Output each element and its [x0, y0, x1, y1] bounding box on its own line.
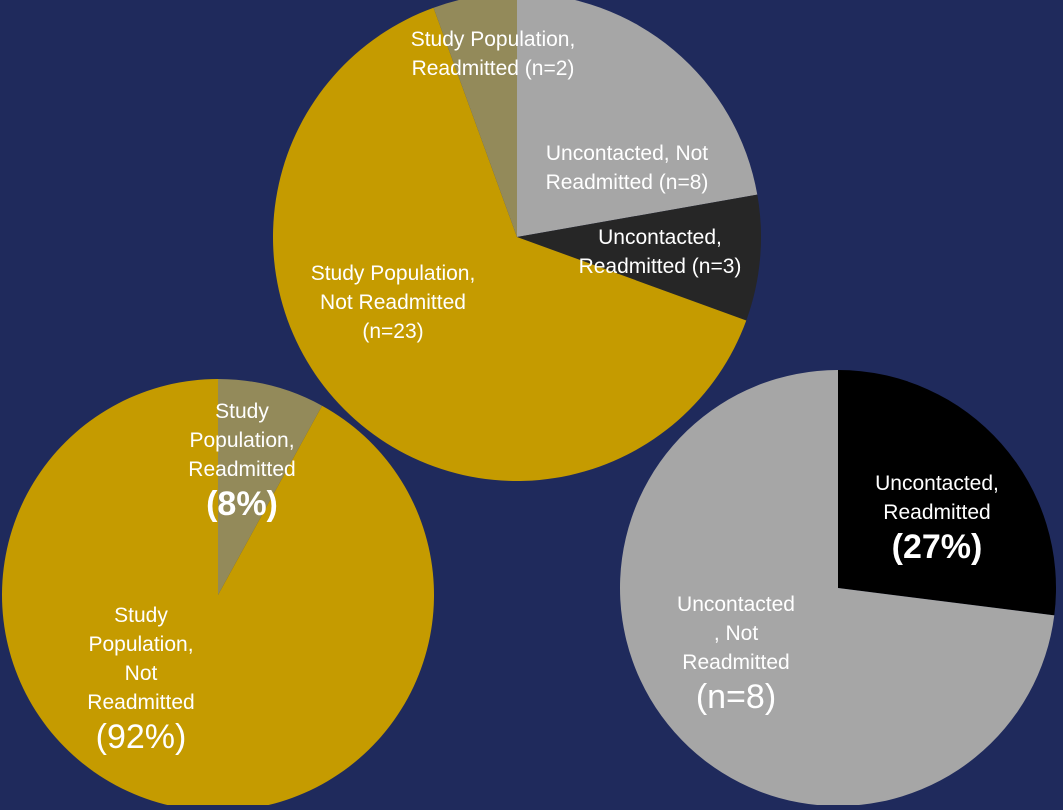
slice-value-label-uncontacted-readmitted: (27%): [892, 528, 983, 566]
slice-label-uncontacted-readmitted-n-3-line-1: Readmitted (n=3): [579, 255, 742, 278]
slice-label-uncontacted-not-readmitted-line-1: , Not: [714, 622, 759, 645]
slice-label-study-population-readmitted-n-2-line-1: Readmitted (n=2): [412, 57, 575, 80]
pie-slice-study-population-not-readmitted-n-23: [272, 7, 747, 481]
slice-label-study-population-not-readmitted-n-23-line-0: Study Population,: [311, 262, 476, 285]
slice-label-study-population-readmitted-line-0: Study: [215, 400, 269, 423]
slice-label-uncontacted-readmitted-line-1: Readmitted: [883, 501, 990, 524]
slice-label-study-population-not-readmitted-line-2: Not: [125, 662, 158, 685]
slice-label-uncontacted-readmitted-line-0: Uncontacted,: [875, 472, 999, 495]
slice-label-study-population-not-readmitted-n-23-line-2: (n=23): [362, 320, 423, 343]
slice-label-study-population-not-readmitted-line-3: Readmitted: [87, 691, 194, 714]
pie-slice-uncontacted-not-readmitted-n-8: [517, 0, 758, 237]
slice-label-study-population-not-readmitted-line-0: Study: [114, 604, 168, 627]
slice-label-study-population-not-readmitted-line-1: Population,: [88, 633, 193, 656]
pie-slice-study-population-readmitted-n-2: [433, 0, 517, 237]
slice-label-uncontacted-not-readmitted-n-8-line-0: Uncontacted, Not: [546, 142, 708, 165]
slice-label-study-population-readmitted-line-2: Readmitted: [188, 458, 295, 481]
pie-slice-study-population-not-readmitted: [2, 379, 434, 810]
slice-label-uncontacted-not-readmitted-line-2: Readmitted: [682, 651, 789, 674]
pie-slice-uncontacted-readmitted-n-3: [517, 194, 761, 321]
pie-chart-bottom-right: Uncontacted, Readmitted (27%) Uncontacted , …: [619, 370, 1056, 806]
slice-value-label-uncontacted-not-readmitted: (n=8): [696, 678, 776, 716]
slice-label-study-population-readmitted-n-2-line-0: Study Population,: [411, 28, 576, 51]
slice-value-label-study-population-readmitted: (8%): [206, 485, 278, 523]
slice-label-study-population-readmitted-line-1: Population,: [189, 429, 294, 452]
slice-label-uncontacted-not-readmitted-line-0: Uncontacted: [677, 593, 795, 616]
pie-chart-bottom-left: Study Population, Readmitted (8%) Study Popul…: [2, 379, 434, 810]
slice-label-study-population-not-readmitted-n-23-line-1: Not Readmitted: [320, 291, 466, 314]
pie-slice-uncontacted-not-readmitted: [619, 370, 1055, 806]
slice-value-label-study-population-not-readmitted: (92%): [96, 718, 187, 756]
pie-chart-top: Uncontacted, Not Readmitted (n=8) Uncontac…: [272, 0, 761, 481]
pie-slice-study-population-readmitted: [218, 379, 323, 595]
slice-label-uncontacted-readmitted-n-3-line-0: Uncontacted,: [598, 226, 722, 249]
slice-label-uncontacted-not-readmitted-n-8-line-1: Readmitted (n=8): [546, 171, 709, 194]
pie-slice-uncontacted-readmitted: [838, 370, 1056, 616]
